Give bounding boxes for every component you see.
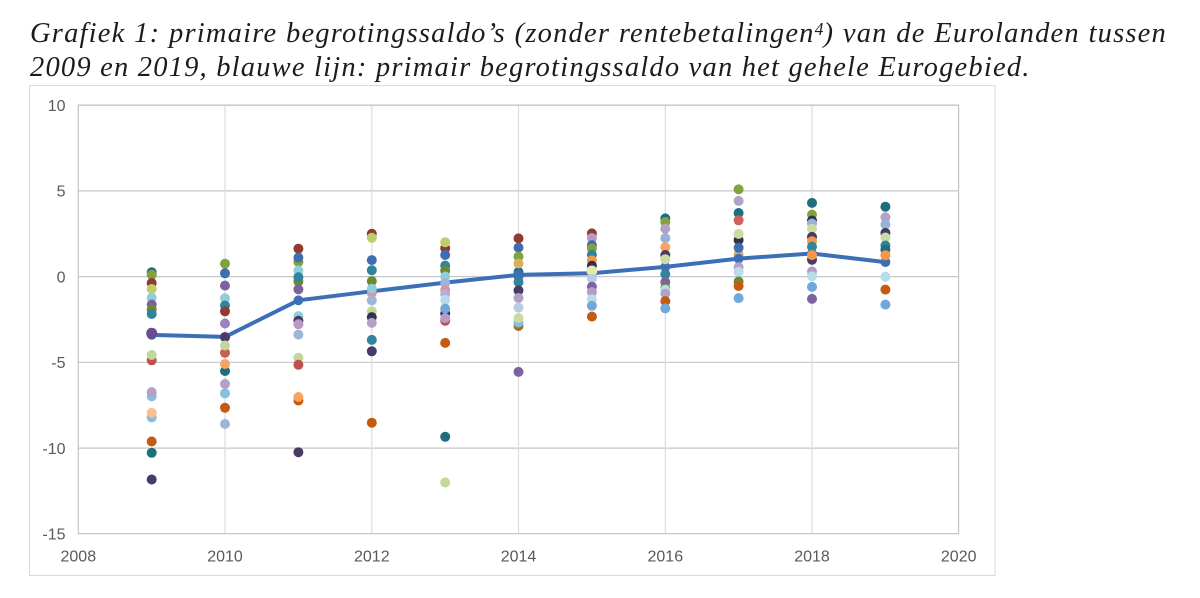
svg-text:-15: -15 [42,527,65,544]
svg-text:10: 10 [48,98,66,115]
svg-text:2008: 2008 [61,549,97,566]
svg-text:-10: -10 [42,441,65,458]
svg-text:-5: -5 [51,355,65,372]
svg-text:2010: 2010 [207,549,243,566]
svg-text:0: 0 [57,269,66,286]
svg-text:2012: 2012 [354,549,390,566]
svg-text:5: 5 [57,184,66,201]
svg-text:2014: 2014 [501,549,537,566]
svg-text:2016: 2016 [648,549,684,566]
svg-text:2020: 2020 [941,549,977,566]
svg-text:2018: 2018 [794,549,830,566]
